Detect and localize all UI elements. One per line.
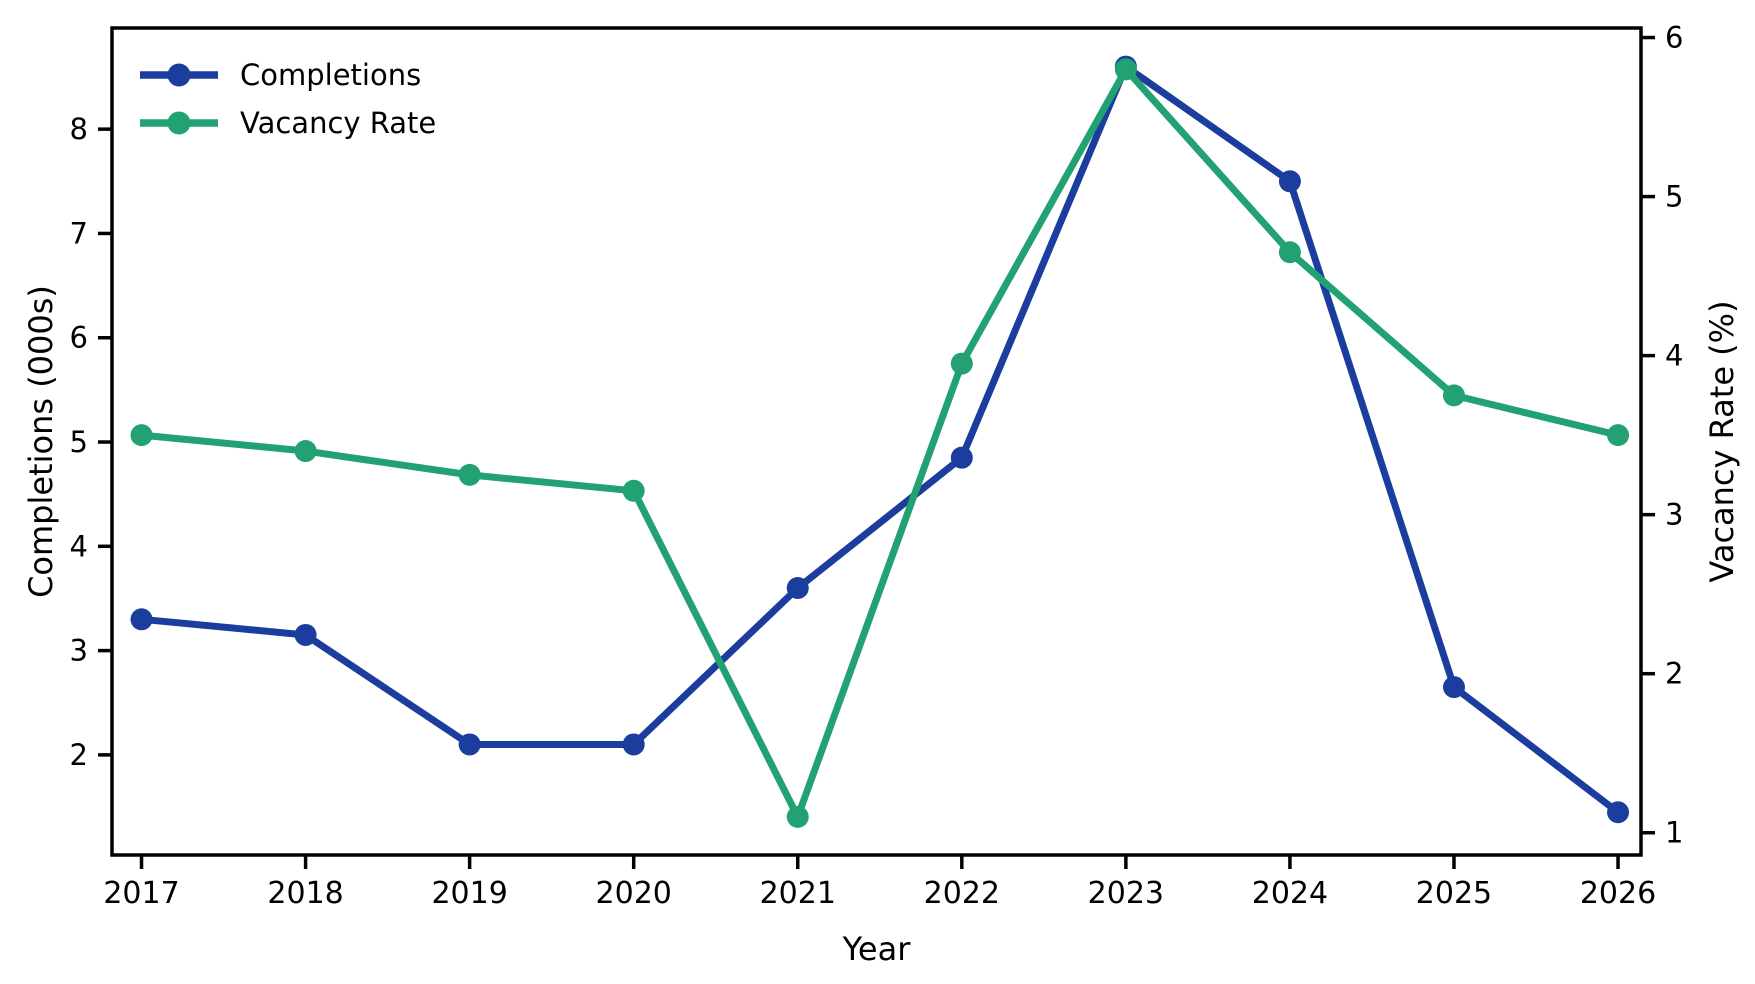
- series-marker-vacancy-rate: [622, 479, 645, 502]
- series-marker-completions: [786, 577, 809, 600]
- left-axis-tick-label: 3: [70, 634, 88, 668]
- series-marker-vacancy-rate: [294, 440, 317, 463]
- x-axis-tick-label: 2025: [1416, 876, 1492, 911]
- series-marker-vacancy-rate: [1114, 58, 1137, 81]
- legend-label-completions: Completions: [240, 58, 421, 92]
- x-axis-tick-label: 2024: [1252, 876, 1328, 911]
- right-axis-tick-label: 2: [1665, 657, 1683, 691]
- series-marker-vacancy-rate: [786, 805, 809, 828]
- series-marker-completions: [1607, 801, 1630, 824]
- series-marker-vacancy-rate: [1442, 384, 1465, 407]
- left-axis-tick-label: 7: [70, 216, 88, 250]
- x-axis-tick-label: 2026: [1580, 876, 1656, 911]
- series-marker-completions: [458, 733, 481, 756]
- x-axis-tick-label: 2019: [431, 876, 507, 911]
- x-axis-tick-label: 2017: [103, 876, 179, 911]
- series-marker-completions: [622, 733, 645, 756]
- plot-frame: [110, 26, 1643, 857]
- series-marker-vacancy-rate: [130, 424, 153, 447]
- legend-marker-sample: [167, 111, 191, 135]
- x-axis-tick-label: 2022: [924, 876, 1000, 911]
- right-axis-tick-label: 6: [1665, 21, 1683, 55]
- right-axis-tick-label: 5: [1665, 180, 1683, 214]
- right-axis-tick-label: 1: [1665, 816, 1683, 850]
- series-marker-completions: [294, 623, 317, 646]
- series-marker-completions: [130, 608, 153, 631]
- series-marker-completions: [950, 446, 973, 469]
- right-axis-tick-label: 4: [1665, 339, 1683, 373]
- x-axis-title: Year: [842, 930, 912, 968]
- left-axis-title: Completions (000s): [22, 285, 60, 598]
- series-line-vacancy-rate: [138, 65, 1622, 821]
- left-axis-tick-label: 2: [70, 738, 88, 772]
- x-axis-tick-label: 2021: [760, 876, 836, 911]
- left-axis-tick-label: 4: [70, 529, 88, 563]
- series-marker-completions: [1278, 170, 1301, 193]
- legend-label-vacancy-rate: Vacancy Rate: [240, 106, 436, 140]
- right-axis-tick-label: 3: [1665, 498, 1683, 532]
- x-axis-tick-label: 2018: [267, 876, 343, 911]
- legend-marker-sample: [167, 63, 191, 87]
- series-marker-vacancy-rate: [950, 352, 973, 375]
- series-marker-vacancy-rate: [1278, 241, 1301, 264]
- series-line-completions: [138, 63, 1622, 816]
- x-axis-tick-label: 2020: [596, 876, 672, 911]
- series-marker-vacancy-rate: [1607, 424, 1630, 447]
- left-axis-tick-label: 8: [70, 112, 88, 146]
- series-marker-vacancy-rate: [458, 463, 481, 486]
- left-axis-tick-label: 5: [70, 425, 88, 459]
- right-axis-title: Vacancy Rate (%): [1703, 300, 1741, 582]
- x-axis-tick-label: 2023: [1088, 876, 1164, 911]
- left-axis-tick-label: 6: [70, 321, 88, 355]
- series-marker-completions: [1442, 676, 1465, 699]
